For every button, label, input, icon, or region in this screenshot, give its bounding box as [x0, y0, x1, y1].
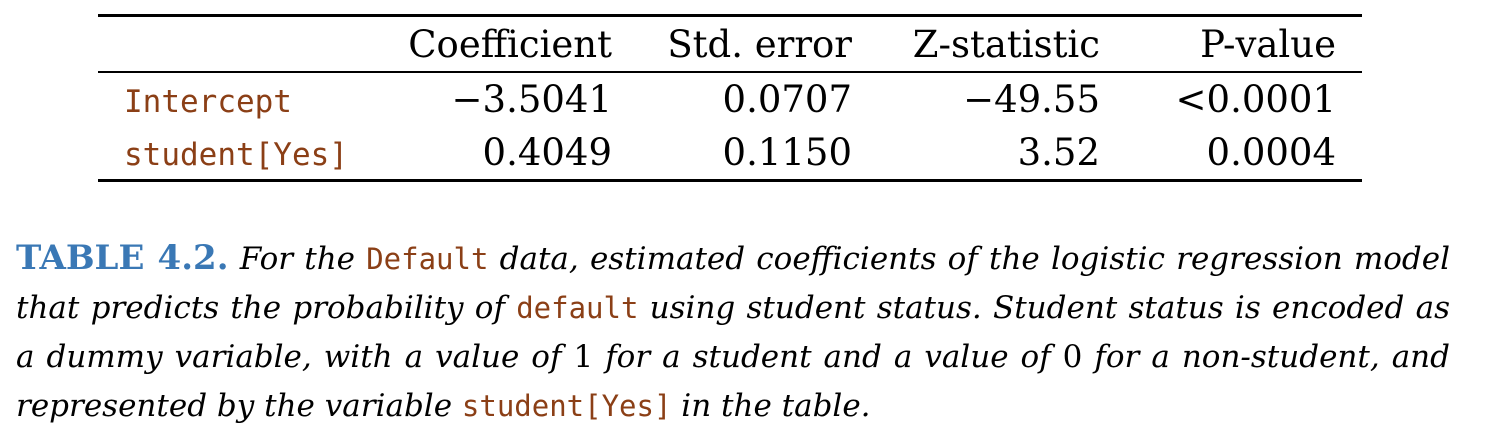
regression-table-container: Coefficient Std. error Z-statistic P-val…	[98, 14, 1362, 182]
caption-code-response: default	[516, 291, 639, 325]
table-header-row: Coefficient Std. error Z-statistic P-val…	[98, 15, 1362, 73]
row-label-student-yes: student[Yes]	[124, 137, 348, 173]
caption-text: For the	[239, 241, 356, 277]
caption-label: TABLE 4.2.	[16, 238, 229, 278]
header-z-statistic: Z-statistic	[912, 22, 1100, 66]
caption-code-variable: student[Yes]	[461, 389, 672, 423]
row-label-cell: student[Yes]	[98, 126, 400, 181]
cell-coefficient: −3.5041	[451, 78, 612, 121]
caption-text: data, estimated coefficients of the logi…	[16, 241, 1451, 326]
caption-text: for a student and a value of	[605, 339, 1051, 375]
cell-p-value: 0.0004	[1206, 131, 1336, 174]
table-caption: TABLE 4.2. For the Default data, estimat…	[16, 234, 1450, 431]
cell-p-value: <0.0001	[1175, 78, 1336, 121]
header-p-value: P-value	[1200, 22, 1336, 66]
header-coefficient: Coefficient	[408, 22, 612, 66]
table-row: Intercept −3.5041 0.0707 −49.55 <0.0001	[98, 72, 1362, 126]
caption-text: in the table.	[681, 388, 871, 424]
regression-table: Coefficient Std. error Z-statistic P-val…	[98, 14, 1362, 182]
cell-z-statistic: −49.55	[963, 78, 1100, 121]
caption-number: 0	[1062, 339, 1083, 375]
caption-text: for a non-student, and represented by th…	[16, 339, 1450, 424]
cell-std-error: 0.0707	[722, 78, 852, 121]
caption-number: 1	[573, 339, 594, 375]
row-label-intercept: Intercept	[124, 84, 292, 120]
row-label-cell: Intercept	[98, 72, 400, 126]
table-row: student[Yes] 0.4049 0.1150 3.52 0.0004	[98, 126, 1362, 181]
caption-code-dataset: Default	[366, 242, 489, 276]
cell-z-statistic: 3.52	[1017, 131, 1100, 174]
header-std-error: Std. error	[667, 22, 852, 66]
caption-text: using student status. Student status is …	[16, 290, 1450, 375]
cell-std-error: 0.1150	[722, 131, 852, 174]
header-blank	[98, 16, 400, 73]
cell-coefficient: 0.4049	[482, 131, 612, 174]
